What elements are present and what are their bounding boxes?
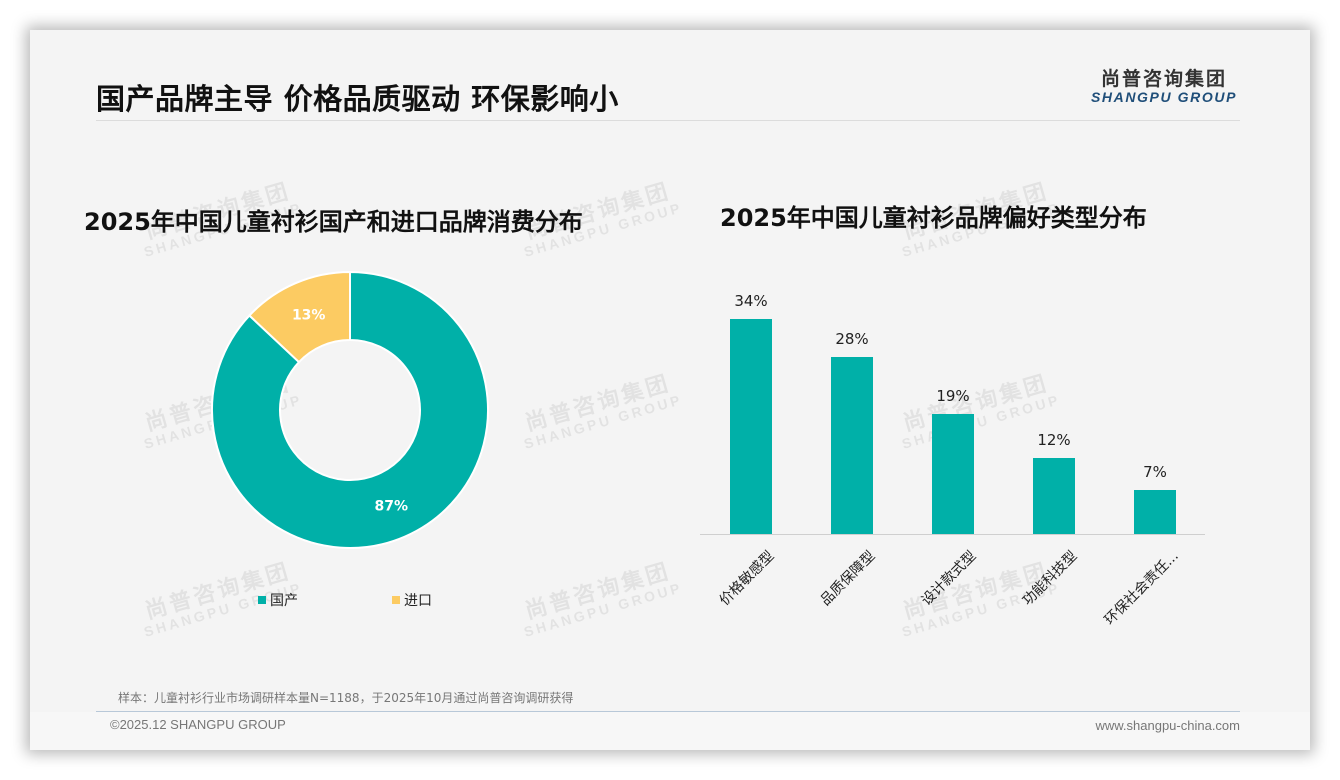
- donut-chart-title: 2025年中国儿童衬衫国产和进口品牌消费分布: [84, 208, 583, 236]
- logo-cn: 尚普咨询集团: [1100, 68, 1227, 90]
- bar-value-label: 28%: [835, 329, 869, 348]
- title-divider: [96, 120, 1240, 121]
- sample-note: 样本：儿童衬衫行业市场调研样本量N=1188，于2025年10月通过尚普咨询调研…: [118, 691, 574, 705]
- donut-slice-domestic: [211, 271, 489, 549]
- copyright: ©2025.12 SHANGPU GROUP: [110, 717, 286, 732]
- x-axis-label: 品质保障型: [817, 548, 879, 609]
- page-title: 国产品牌主导 价格品质驱动 环保影响小: [96, 82, 619, 116]
- x-axis-line: [700, 534, 1205, 535]
- slide: 国产品牌主导 价格品质驱动 环保影响小 尚普咨询集团 SHANGPU GROUP…: [30, 30, 1310, 750]
- bar-chart: 34% 价格敏感型 28% 品质保障型 19% 设计款式型 12% 功能科技型 7% 环保社会责任…: [700, 280, 1210, 640]
- legend-swatch: [258, 596, 266, 604]
- bar: [1033, 458, 1075, 534]
- legend-swatch: [392, 596, 400, 604]
- x-axis-label: 环保社会责任...: [1101, 548, 1182, 629]
- bar: [932, 413, 974, 534]
- legend-item-imported: 进口: [392, 590, 432, 610]
- legend-item-domestic: 国产: [258, 590, 298, 610]
- bar-value-label: 34%: [734, 292, 768, 310]
- bar: [730, 319, 772, 534]
- bar: [831, 356, 873, 534]
- x-axis-label: 设计款式型: [918, 548, 980, 609]
- x-axis-label: 价格敏感型: [716, 548, 778, 609]
- website-link[interactable]: www.shangpu-china.com: [1095, 718, 1240, 733]
- company-logo: 尚普咨询集团 SHANGPU GROUP: [1086, 64, 1242, 105]
- x-axis-label: 功能科技型: [1019, 548, 1081, 609]
- bar-value-label: 19%: [936, 386, 970, 405]
- bar: [1134, 489, 1176, 534]
- bar-value-label: 7%: [1143, 462, 1167, 481]
- footer-band: [30, 712, 1310, 750]
- donut-slice-label: 87%: [375, 498, 409, 514]
- bar-value-label: 12%: [1037, 431, 1071, 450]
- donut-slice-label: 13%: [292, 308, 326, 324]
- footer-divider: [96, 711, 1240, 712]
- donut-slice-imported: [247, 271, 351, 364]
- logo-en: SHANGPU GROUP: [1090, 89, 1238, 105]
- bar-chart-title: 2025年中国儿童衬衫品牌偏好类型分布: [720, 204, 1147, 232]
- donut-chart: 87% 13%: [211, 271, 489, 549]
